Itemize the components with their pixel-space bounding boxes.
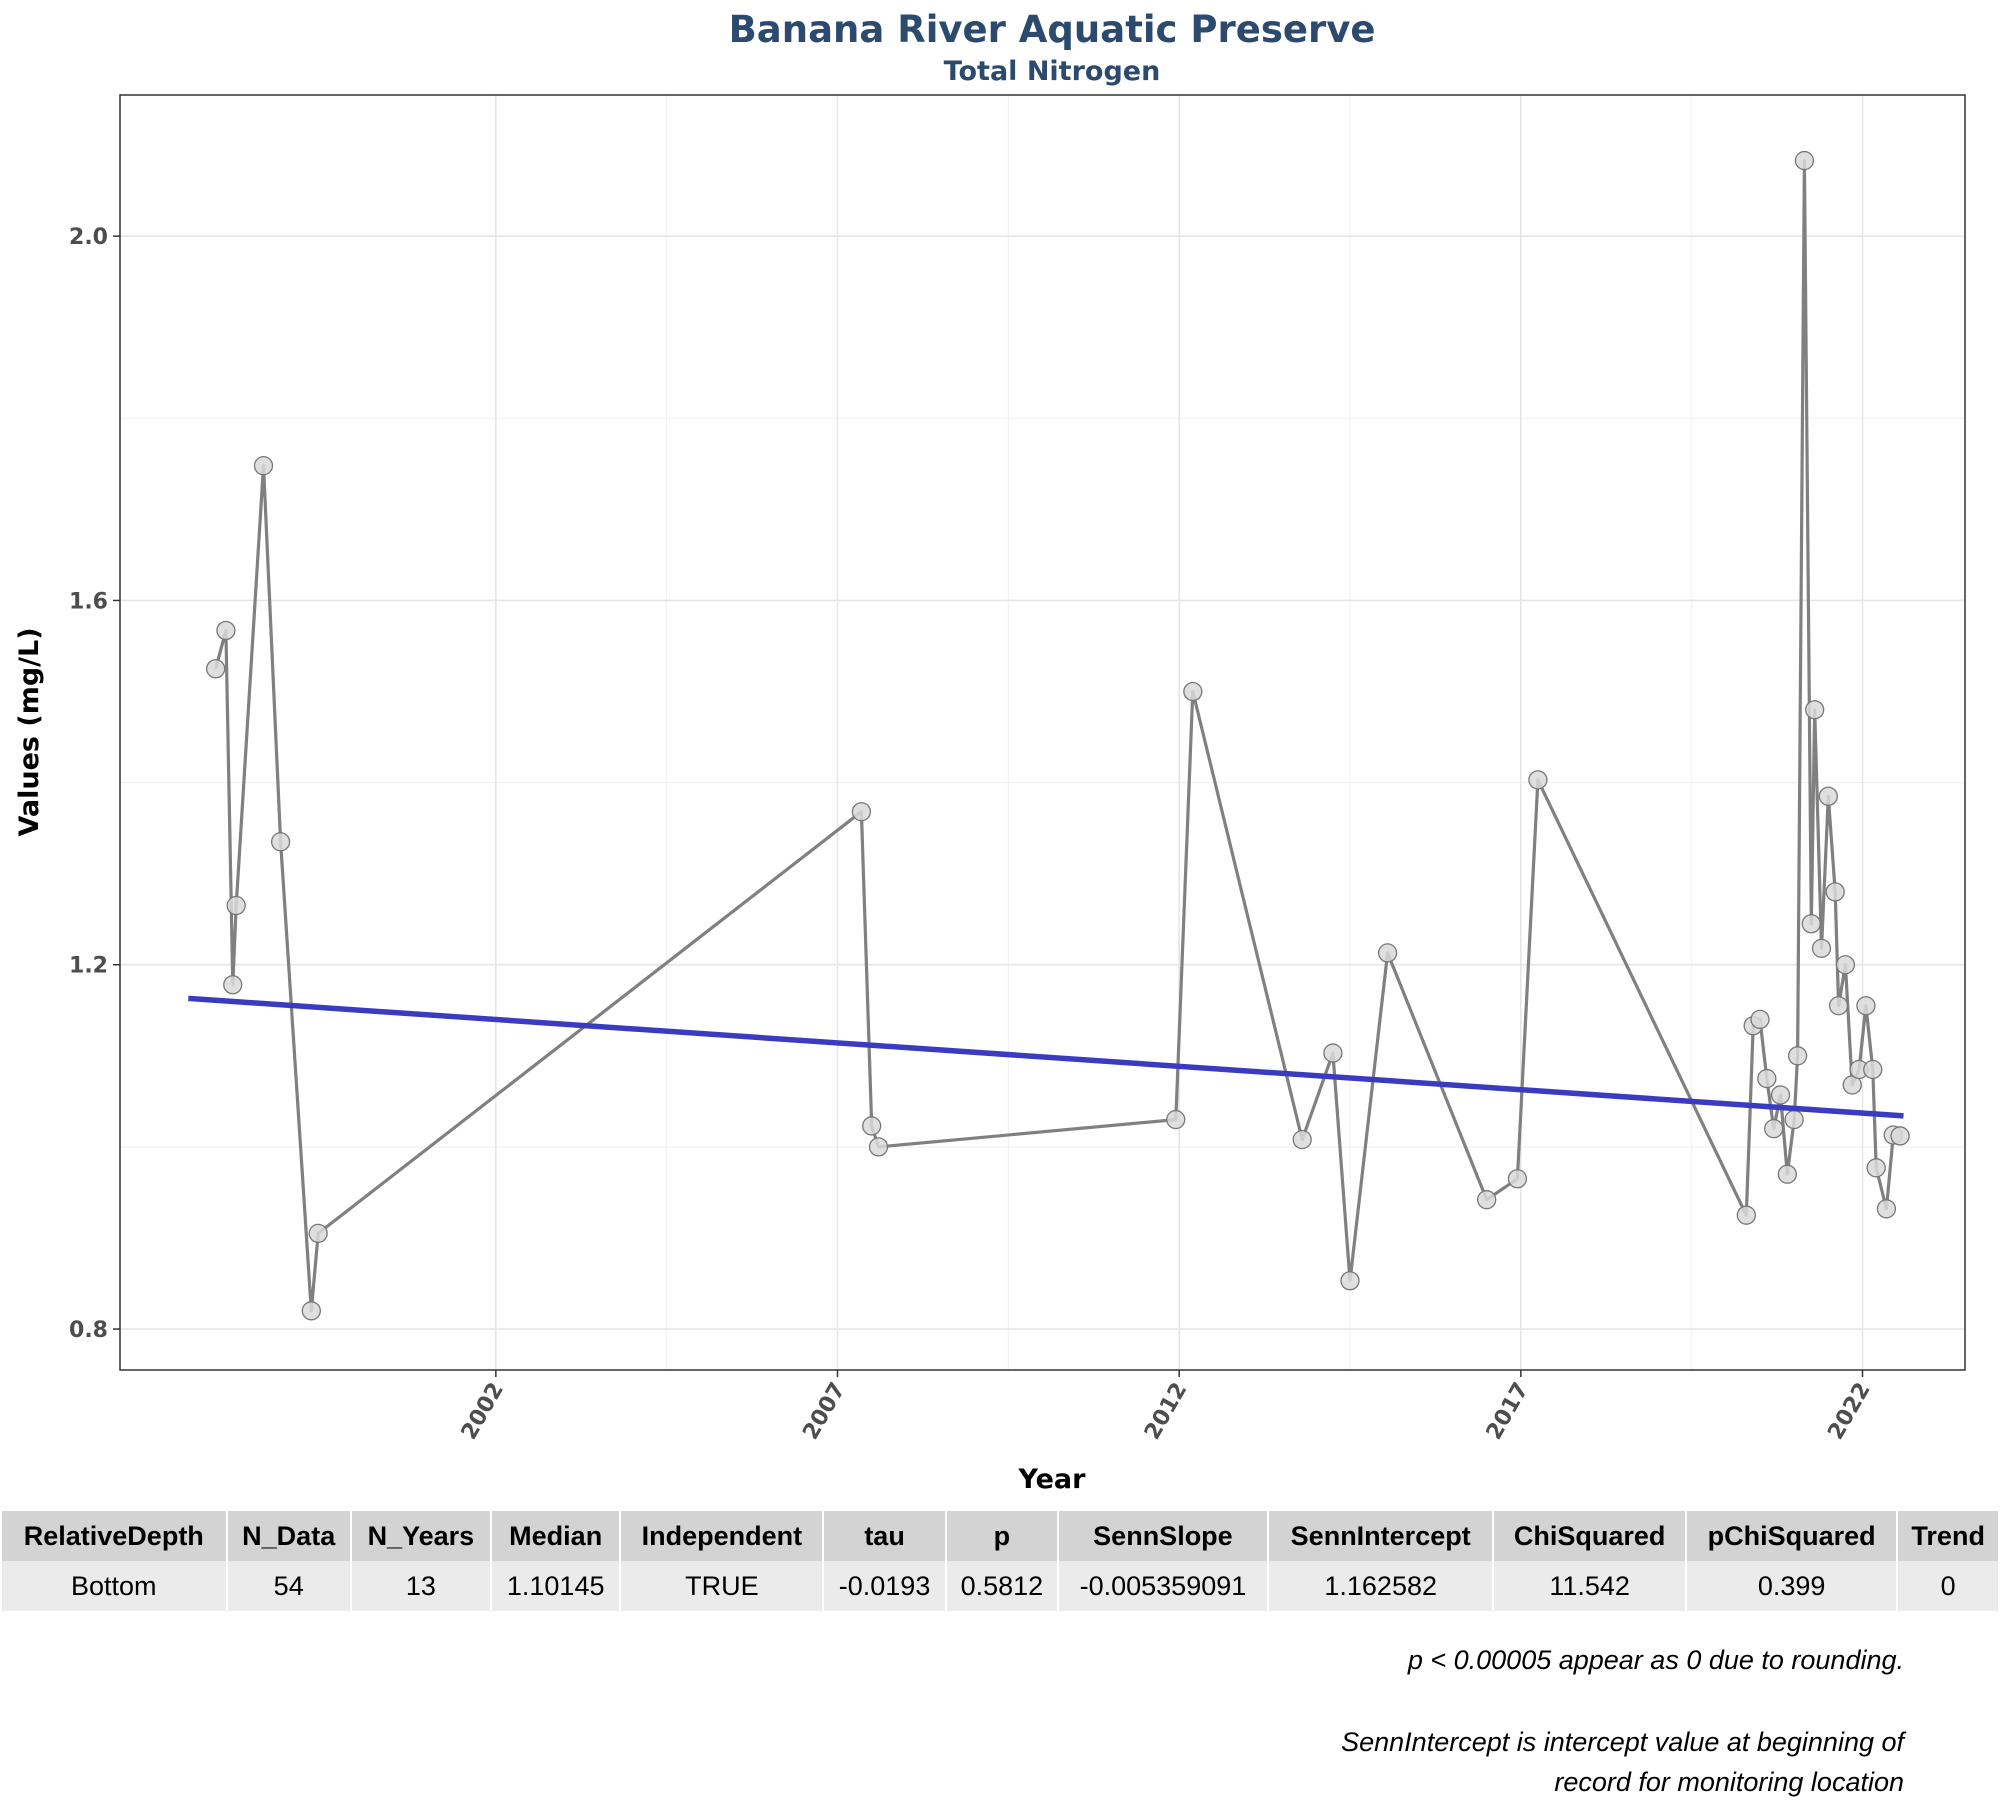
data-point <box>1166 1109 1186 1130</box>
table-header-cell: N_Data <box>227 1511 350 1561</box>
x-tick-label: 2012 <box>1140 1379 1192 1445</box>
data-point <box>1292 1129 1312 1150</box>
intercept-note-line2: record for monitoring location <box>1554 1767 1904 1797</box>
table-body: Bottom 54 13 1.10145 TRUE -0.0193 0.5812 -0.005… <box>2 1561 1998 1611</box>
data-point <box>1863 1059 1883 1080</box>
data-point <box>1876 1199 1897 1219</box>
x-tick-label: 2022 <box>1823 1379 1875 1445</box>
table-row: Bottom 54 13 1.10145 TRUE -0.0193 0.5812 -0.005… <box>2 1561 1998 1611</box>
data-point <box>1340 1271 1360 1291</box>
table-cell: 0 <box>1898 1561 1998 1611</box>
table-cell: 13 <box>351 1561 490 1611</box>
table-header-cell: pChiSquared <box>1686 1511 1897 1561</box>
data-points <box>206 150 1910 1321</box>
rounding-note: p < 0.00005 appear as 0 due to rounding. <box>1407 1645 1904 1675</box>
data-point <box>1811 938 1832 958</box>
table-cell: 0.399 <box>1686 1561 1897 1611</box>
data-point <box>1377 943 1398 963</box>
chart-subtitle: Total Nitrogen <box>944 56 1161 87</box>
stats-table: RelativeDepth N_Data N_Years Median Independ… <box>0 1511 2000 1611</box>
data-point <box>1801 914 1821 934</box>
table-header-cell: p <box>946 1511 1057 1561</box>
y-tick-label: 0.8 <box>69 1318 108 1343</box>
data-point <box>301 1301 321 1321</box>
table-header-cell: ChiSquared <box>1494 1511 1685 1561</box>
data-point <box>1507 1169 1528 1189</box>
x-tick-label: 2002 <box>457 1379 509 1445</box>
grid <box>120 95 1965 1370</box>
data-point <box>1477 1190 1497 1210</box>
data-point <box>1787 1046 1808 1066</box>
data-point <box>1825 882 1845 902</box>
trend-layer <box>188 995 1904 1119</box>
table-cell: -0.0193 <box>824 1561 945 1611</box>
table-cell: 11.542 <box>1494 1561 1685 1611</box>
table-header-cell: tau <box>824 1511 945 1561</box>
table-cell: 0.5812 <box>946 1561 1057 1611</box>
table-header-cell: SennSlope <box>1058 1511 1267 1561</box>
data-point <box>226 895 246 916</box>
data-point <box>1890 1126 1910 1146</box>
table-cell: Bottom <box>2 1561 226 1611</box>
x-tick-label: 2017 <box>1482 1379 1534 1445</box>
intercept-note-line1: SennIntercept is intercept value at begi… <box>1341 1727 1904 1757</box>
table-header-cell: SennIntercept <box>1268 1511 1493 1561</box>
data-point <box>223 975 243 995</box>
data-point <box>851 802 872 822</box>
data-point <box>1736 1205 1756 1225</box>
table-header-cell: N_Years <box>351 1511 490 1561</box>
y-tick-label: 1.6 <box>69 589 108 614</box>
plot-panel-border <box>119 94 1966 1371</box>
data-point <box>1323 1043 1343 1063</box>
data-point <box>868 1137 889 1157</box>
data-point <box>1856 996 1876 1016</box>
data-point <box>1777 1164 1797 1184</box>
data-point <box>1794 150 1815 171</box>
data-point <box>206 659 226 679</box>
table-cell: TRUE <box>621 1561 823 1611</box>
data-point <box>308 1223 328 1244</box>
table-header-row: RelativeDepth N_Data N_Years Median Independ… <box>2 1511 1998 1561</box>
data-point <box>862 1116 882 1136</box>
table-header-cell: Independent <box>621 1511 823 1561</box>
data-point <box>1750 1009 1770 1030</box>
data-point <box>1828 996 1849 1016</box>
y-axis-title: Values (mg/L) <box>14 627 45 836</box>
table-header-cell: Trend <box>1898 1511 1998 1561</box>
trend-line <box>188 995 1904 1119</box>
chart-title: Banana River Aquatic Preserve <box>729 8 1376 51</box>
table-cell: 1.10145 <box>491 1561 620 1611</box>
data-point <box>1866 1158 1886 1178</box>
x-tick-label: 2007 <box>798 1379 850 1445</box>
table-cell: 54 <box>227 1561 350 1611</box>
y-tick-label: 2.0 <box>69 225 108 250</box>
data-point <box>1757 1068 1777 1089</box>
data-point <box>1818 786 1838 806</box>
x-axis-title: Year <box>1018 1464 1087 1495</box>
chart: Banana River Aquatic Preserve Total Nitr… <box>14 8 1966 1495</box>
data-point <box>1764 1119 1784 1139</box>
table-header-cell: RelativeDepth <box>2 1511 226 1561</box>
data-point <box>1183 681 1203 702</box>
data-point <box>1784 1109 1804 1130</box>
y-tick-label: 1.2 <box>69 954 108 979</box>
table-cell: 1.162582 <box>1268 1561 1493 1611</box>
data-point <box>270 832 291 852</box>
data-point <box>216 620 236 641</box>
data-point <box>1770 1085 1791 1105</box>
data-series <box>214 159 1901 1313</box>
series-line <box>214 159 1901 1313</box>
table-cell: -0.005359091 <box>1058 1561 1267 1611</box>
data-point <box>1528 770 1548 790</box>
data-point <box>1805 700 1825 720</box>
data-point <box>253 456 274 476</box>
axis-ticks: 2002 2007 2012 2017 2022 0.8 1.2 1.6 2.0 <box>69 225 1876 1444</box>
data-point <box>1835 955 1856 975</box>
table-header-cell: Median <box>491 1511 620 1561</box>
